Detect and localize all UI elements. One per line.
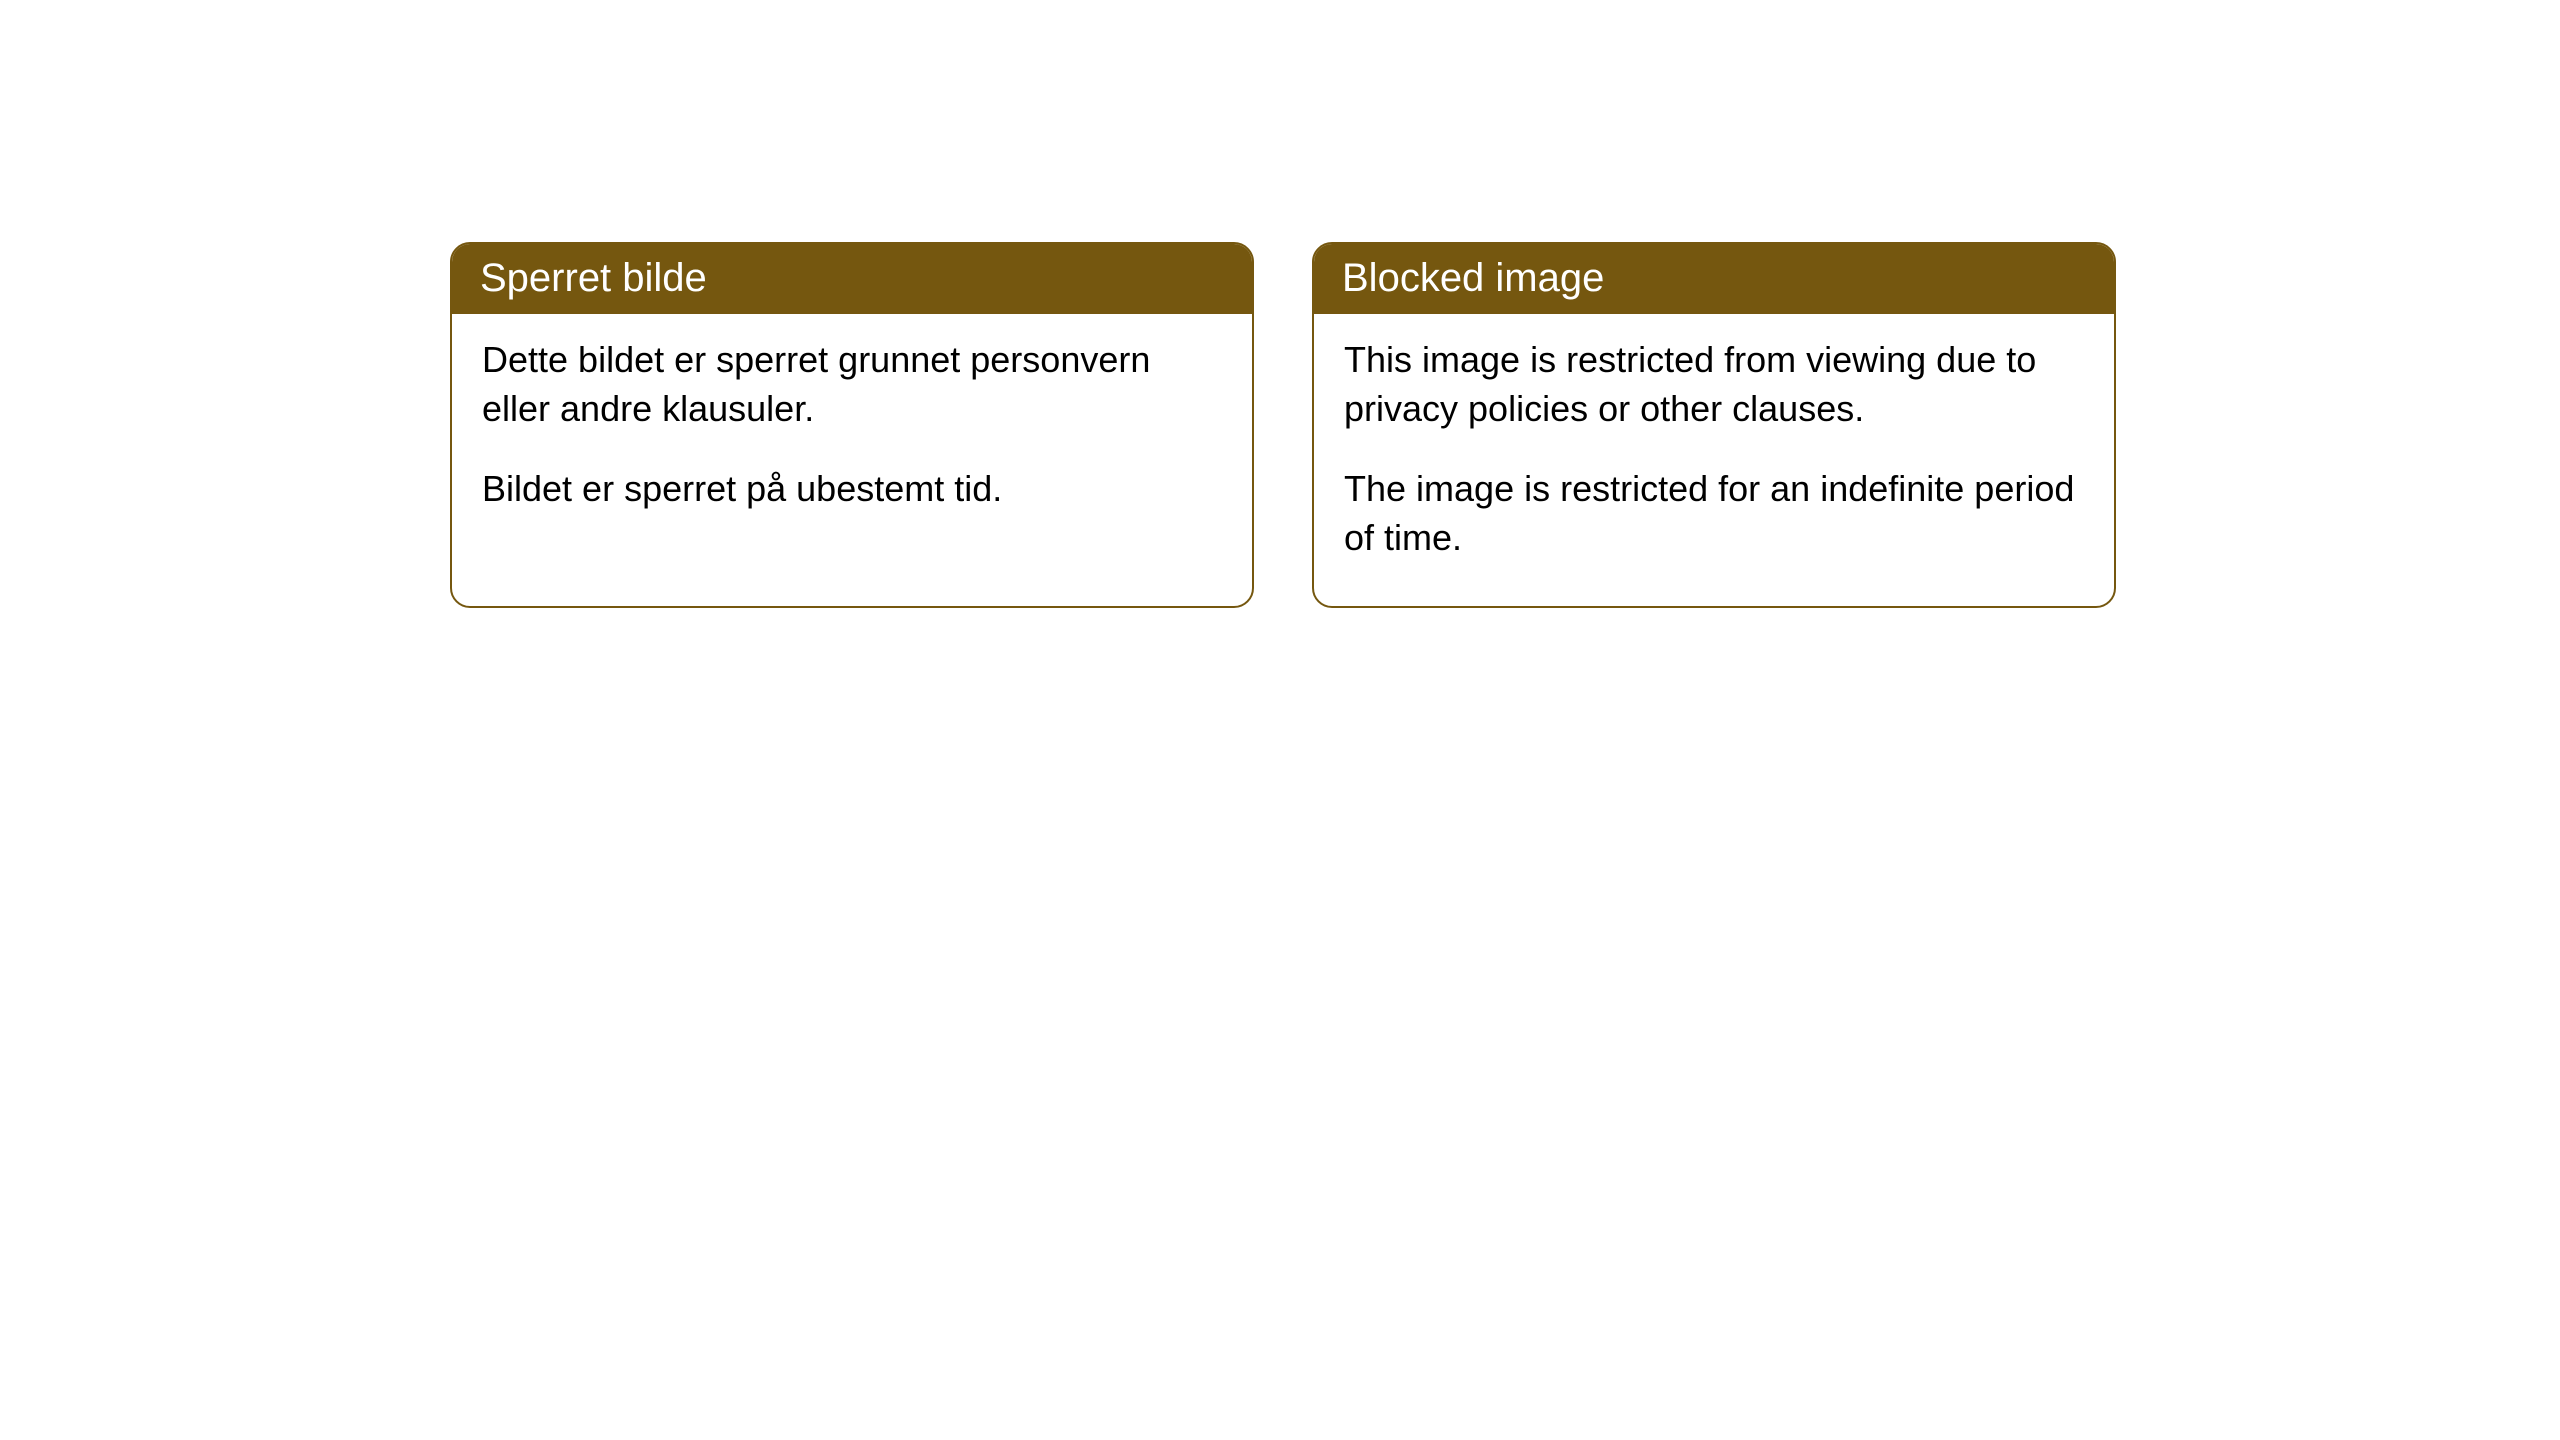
card-paragraph: Dette bildet er sperret grunnet personve…: [482, 336, 1222, 433]
card-title: Blocked image: [1342, 256, 1604, 300]
blocked-image-card-english: Blocked image This image is restricted f…: [1312, 242, 2116, 608]
blocked-image-card-norwegian: Sperret bilde Dette bildet er sperret gr…: [450, 242, 1254, 608]
card-title: Sperret bilde: [480, 256, 707, 300]
notice-cards-container: Sperret bilde Dette bildet er sperret gr…: [450, 242, 2116, 608]
card-body: Dette bildet er sperret grunnet personve…: [452, 314, 1252, 558]
card-paragraph: This image is restricted from viewing du…: [1344, 336, 2084, 433]
card-paragraph: The image is restricted for an indefinit…: [1344, 465, 2084, 562]
card-header: Blocked image: [1314, 244, 2114, 314]
card-header: Sperret bilde: [452, 244, 1252, 314]
card-body: This image is restricted from viewing du…: [1314, 314, 2114, 606]
card-paragraph: Bildet er sperret på ubestemt tid.: [482, 465, 1222, 514]
